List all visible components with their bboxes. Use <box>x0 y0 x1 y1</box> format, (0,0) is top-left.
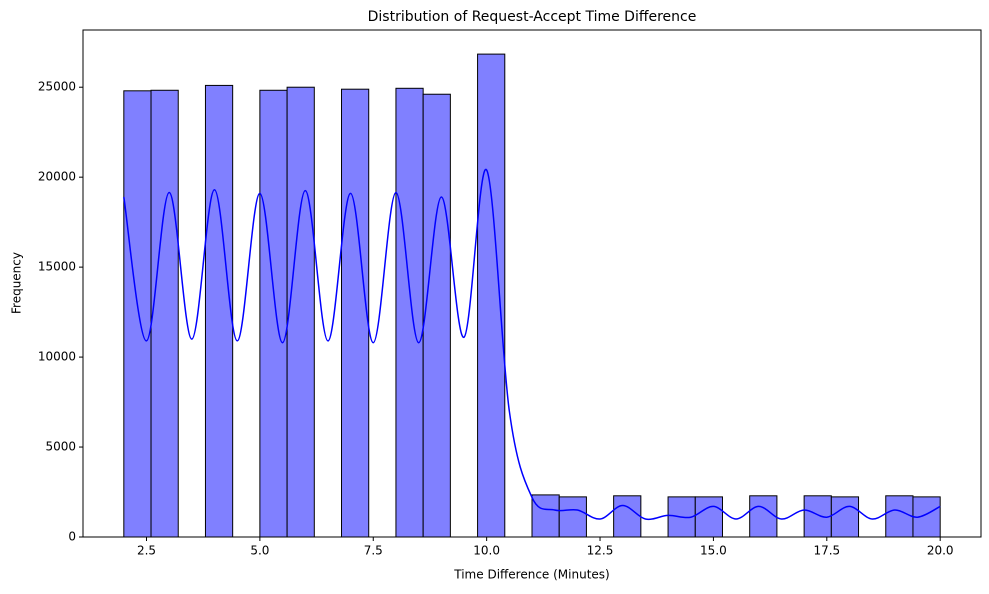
plot-frame <box>82 29 982 538</box>
x-tick-label: 7.5 <box>364 544 383 558</box>
bar <box>286 86 315 538</box>
x-tick-label: 10.0 <box>473 544 500 558</box>
y-tick-label: 20000 <box>38 170 76 184</box>
x-tick-label: 15.0 <box>700 544 727 558</box>
y-tick-label: 10000 <box>38 350 76 364</box>
bar <box>694 496 723 538</box>
bar <box>150 89 179 538</box>
chart-title: Distribution of Request-Accept Time Diff… <box>368 9 697 25</box>
kde-line <box>123 169 941 521</box>
bar <box>531 494 560 538</box>
y-axis-label: Frequency <box>10 252 24 314</box>
bar <box>749 495 778 538</box>
x-tick-label: 2.5 <box>137 544 156 558</box>
x-axis-label: Time Difference (Minutes) <box>453 568 609 582</box>
bar <box>341 88 370 538</box>
x-tick-label: 17.5 <box>813 544 840 558</box>
bar <box>830 496 860 538</box>
bar <box>204 84 234 538</box>
bar <box>422 93 451 538</box>
x-tick-label: 20.0 <box>927 544 954 558</box>
bar <box>259 89 288 538</box>
y-tick-label: 25000 <box>38 80 76 94</box>
bar <box>477 53 506 538</box>
y-tick-label: 15000 <box>38 260 76 274</box>
y-tick-label: 0 <box>68 530 76 544</box>
bar <box>395 87 424 538</box>
x-tick-label: 12.5 <box>587 544 614 558</box>
bar <box>613 495 642 538</box>
x-tick-label: 5.0 <box>250 544 269 558</box>
bar <box>123 90 152 538</box>
bar <box>558 496 587 538</box>
y-tick-label: 5000 <box>45 440 76 454</box>
bar <box>885 495 914 538</box>
